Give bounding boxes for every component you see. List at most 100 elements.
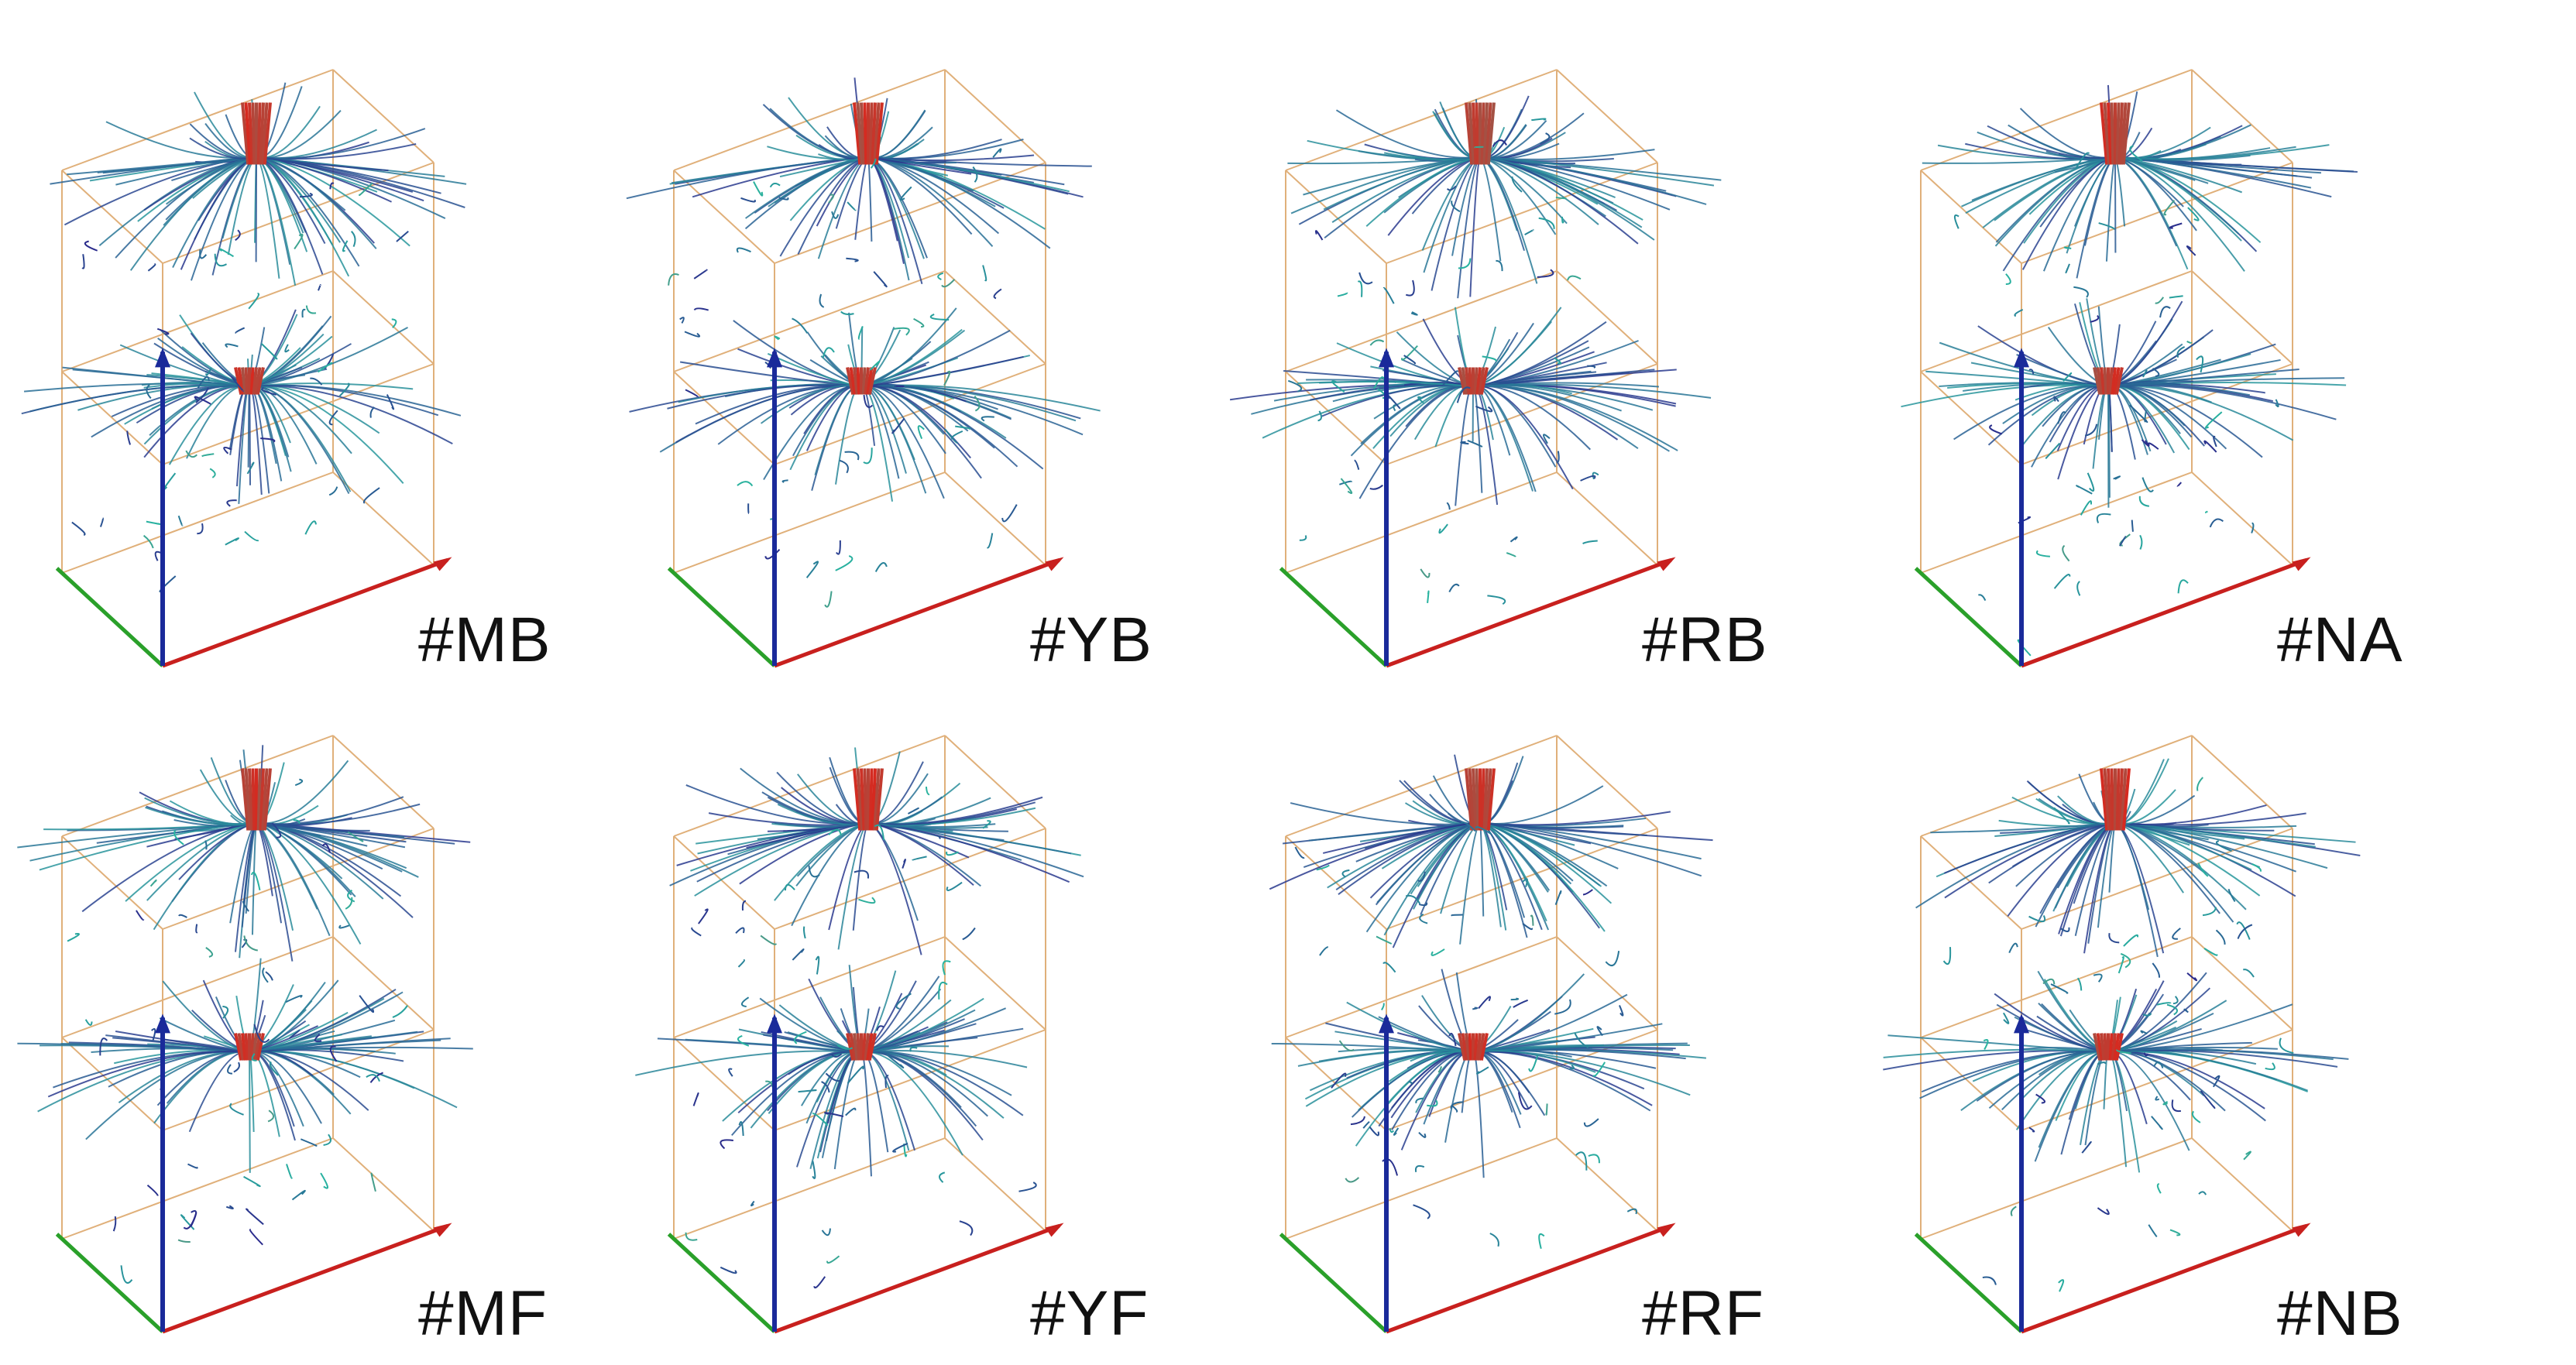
streamline-fragment <box>1489 1233 1499 1247</box>
panel-yb: #YB <box>626 15 1262 681</box>
streamline-core <box>849 1033 857 1061</box>
streamline-fragment <box>1415 1097 1424 1104</box>
streamline <box>47 1051 250 1098</box>
streamline-fragment <box>962 927 976 941</box>
streamline <box>249 385 263 495</box>
streamline-fragment <box>2171 1099 2182 1113</box>
streamline-core <box>2107 102 2113 165</box>
streamline-fragment <box>1294 846 1305 859</box>
streamline-fragment <box>857 326 864 340</box>
streamline-fragment <box>929 314 950 321</box>
streamline-core <box>263 768 272 831</box>
streamline-core <box>1478 367 1485 395</box>
streamline-fragment <box>1419 913 1428 924</box>
x-axis-arrowhead <box>433 557 452 571</box>
streamline-fragment <box>146 520 161 526</box>
streamline-core <box>1461 367 1468 395</box>
streamline-core <box>2093 1033 2102 1061</box>
streamline-fragment <box>1482 355 1497 362</box>
cube-edge <box>673 270 946 372</box>
streamline-fragment <box>2156 1183 2162 1194</box>
streamline-fragment <box>226 499 237 507</box>
streamline-fragment <box>359 995 375 1013</box>
streamline-fragment <box>1554 999 1571 1015</box>
cube-edge <box>1920 472 2193 574</box>
streamline <box>867 801 1036 825</box>
streamline-core <box>241 768 250 831</box>
streamline-fragment <box>1592 1061 1606 1077</box>
cube-edge <box>162 1029 434 1131</box>
cube-edge <box>673 170 775 264</box>
streamline-fragment <box>1451 1104 1458 1113</box>
streamline-fragment <box>869 360 881 371</box>
streamline-fragment <box>71 521 86 536</box>
streamline <box>256 156 465 208</box>
streamline-core <box>1475 367 1482 395</box>
streamline <box>249 1051 415 1089</box>
streamline-fragment <box>792 948 805 961</box>
streamline-core <box>864 1033 870 1061</box>
streamline-fragment <box>1405 894 1421 904</box>
streamline <box>2114 156 2242 194</box>
streamline-fragment <box>1354 459 1360 470</box>
streamline <box>256 803 421 825</box>
streamline-fragment <box>993 288 1002 300</box>
axes <box>1914 1013 2311 1334</box>
streamline-fragment <box>1460 441 1469 445</box>
streamline-fragment <box>2152 367 2160 378</box>
streamline-fragment <box>1382 286 1395 304</box>
streamline-fragment <box>2035 550 2050 557</box>
streamline-fragment <box>267 1109 275 1123</box>
streamline-fragment <box>784 883 795 891</box>
streamline-fragment <box>854 869 870 879</box>
streamline-fragment <box>847 201 857 211</box>
streamline-fragment <box>233 1061 240 1073</box>
streamline-fragment <box>1427 1099 1438 1107</box>
streamline-fragment <box>2081 1140 2092 1154</box>
cube-edge <box>1285 69 1558 171</box>
streamline-fragment <box>2076 581 2081 596</box>
streamline-fragment <box>271 822 282 839</box>
streamline-core <box>2110 102 2115 165</box>
streamline-fragment <box>741 996 750 1008</box>
streamline-fragment <box>1475 405 1493 413</box>
streamline-core <box>853 1033 859 1061</box>
streamline <box>860 1051 1012 1096</box>
streamline-fragment <box>812 1161 816 1179</box>
streamlines <box>1269 754 1713 1249</box>
streamline-fragment <box>793 1031 807 1044</box>
streamlines <box>1901 84 2358 657</box>
streamline-fragment <box>320 1172 328 1189</box>
panel-yf: #YF <box>635 681 1262 1349</box>
streamline-fragment <box>1417 396 1424 404</box>
cube-edge <box>944 69 1046 163</box>
panel-label: #YF <box>1030 1278 1149 1349</box>
streamline-fragment <box>813 1276 826 1289</box>
streamline-fragment <box>321 843 331 853</box>
streamline <box>171 821 257 903</box>
streamline-fragment <box>1331 1072 1347 1089</box>
streamline-fragment <box>1446 185 1457 191</box>
streamline-fragment <box>2148 1224 2158 1238</box>
streamline-core <box>1485 768 1492 831</box>
streamline-core <box>1479 367 1489 395</box>
streamline-fragment <box>792 317 809 334</box>
streamline-fragment <box>685 1232 698 1241</box>
streamline-core <box>251 768 256 831</box>
streamline <box>860 355 1024 388</box>
streamline-core <box>853 367 859 395</box>
streamline <box>256 128 426 159</box>
streamline-fragment <box>815 955 820 975</box>
streamline-fragment <box>2063 246 2072 249</box>
cube-edge <box>2021 162 2293 264</box>
cube-edge <box>332 472 434 566</box>
streamline-fragment <box>891 417 905 434</box>
streamline-fragment <box>1474 146 1484 149</box>
streamline-fragment <box>1574 1032 1589 1048</box>
cube-edge <box>61 170 163 264</box>
streamline-fragment <box>2119 536 2127 547</box>
streamline-fragment <box>262 967 269 983</box>
streamline-core <box>244 367 249 395</box>
cube-edge <box>61 472 334 574</box>
